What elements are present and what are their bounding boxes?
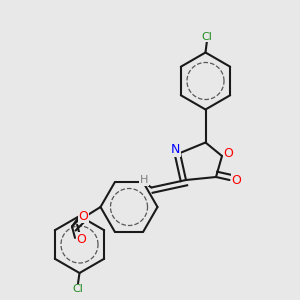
Text: Cl: Cl	[202, 32, 212, 42]
Text: O: O	[224, 147, 233, 160]
Text: O: O	[231, 173, 241, 187]
Text: H: H	[140, 175, 148, 185]
Text: N: N	[171, 143, 180, 156]
Text: O: O	[78, 209, 88, 223]
Text: Cl: Cl	[73, 284, 83, 295]
Text: O: O	[77, 233, 86, 246]
